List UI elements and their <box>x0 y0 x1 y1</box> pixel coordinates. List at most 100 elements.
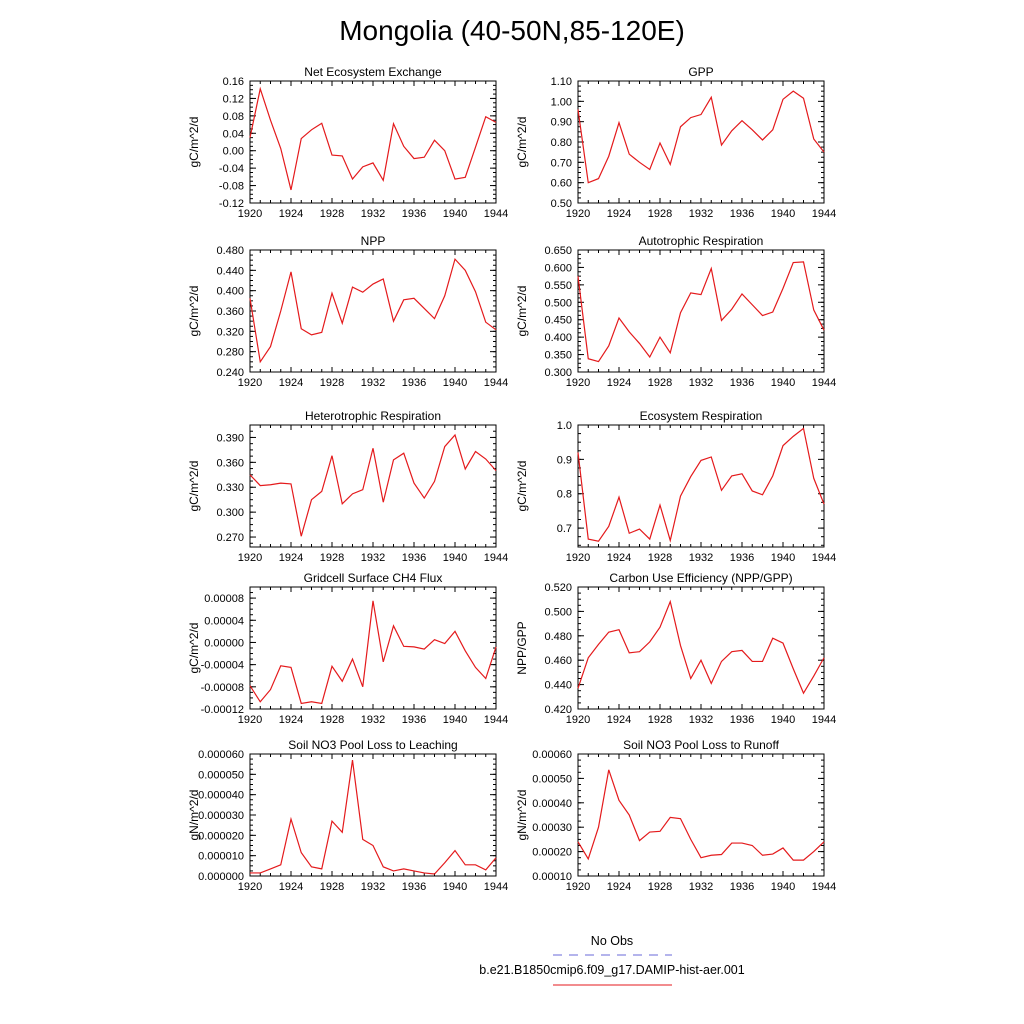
panel-title: Ecosystem Respiration <box>640 409 763 423</box>
x-tick-label: 1920 <box>566 714 590 726</box>
x-tick-label: 1932 <box>361 208 385 220</box>
y-tick-label: 0.000050 <box>198 769 244 781</box>
y-axis-label: gC/m^2/d <box>515 117 529 168</box>
x-tick-label: 1944 <box>812 552 836 564</box>
x-tick-label: 1920 <box>238 552 262 564</box>
y-tick-label: 0.00050 <box>532 773 572 785</box>
y-tick-label: -0.12 <box>219 198 244 210</box>
y-tick-label: 0.50 <box>551 198 572 210</box>
y-axis-label: gC/m^2/d <box>187 117 201 168</box>
y-tick-label: 0.60 <box>551 178 572 190</box>
panel-title: Autotrophic Respiration <box>639 234 764 248</box>
x-tick-label: 1944 <box>484 552 508 564</box>
y-tick-label: 0.80 <box>551 137 572 149</box>
x-tick-label: 1920 <box>238 881 262 893</box>
y-tick-label: 0.600 <box>544 262 572 274</box>
x-tick-label: 1932 <box>689 552 713 564</box>
plot-frame <box>249 249 497 373</box>
series-line <box>249 86 497 191</box>
x-tick-label: 1944 <box>812 208 836 220</box>
x-tick-label: 1940 <box>771 377 795 389</box>
y-tick-label: 0.9 <box>557 454 572 466</box>
panel-heterotrophic-respiration: Heterotrophic Respiration gC/m^2/d 1920 192… <box>187 409 508 564</box>
x-tick-label: 1920 <box>566 881 590 893</box>
series-line <box>577 769 825 861</box>
panel-title: GPP <box>688 65 713 79</box>
x-tick-label: 1940 <box>771 881 795 893</box>
y-tick-label: 0.450 <box>544 315 572 327</box>
y-tick-label: 0.8 <box>557 489 572 501</box>
y-tick-label: 1.0 <box>557 420 572 432</box>
x-tick-label: 1940 <box>443 714 467 726</box>
y-tick-label: 0.00060 <box>532 749 572 761</box>
x-tick-label: 1924 <box>607 552 631 564</box>
x-tick-label: 1940 <box>771 714 795 726</box>
x-tick-label: 1932 <box>689 714 713 726</box>
y-tick-label: 0.00000 <box>204 637 244 649</box>
x-tick-label: 1944 <box>484 377 508 389</box>
y-tick-label: 0.00020 <box>532 847 572 859</box>
x-tick-label: 1936 <box>730 552 754 564</box>
x-tick-label: 1940 <box>771 208 795 220</box>
y-tick-label: 0.300 <box>216 507 244 519</box>
y-tick-label: 0.12 <box>223 93 244 105</box>
series-line <box>577 427 825 543</box>
y-tick-label: -0.00004 <box>201 660 244 672</box>
legend-label-model: b.e21.B1850cmip6.f09_g17.DAMIP-hist-aer.… <box>479 963 744 977</box>
y-tick-label: 0.00 <box>223 146 244 158</box>
x-tick-label: 1928 <box>320 881 344 893</box>
x-tick-label: 1940 <box>771 552 795 564</box>
legend-label-obs: No Obs <box>591 934 633 948</box>
series-line <box>577 599 825 695</box>
y-tick-label: 1.00 <box>551 96 572 108</box>
x-tick-label: 1932 <box>361 714 385 726</box>
y-tick-label: 0.440 <box>216 265 244 277</box>
series-line <box>249 433 497 537</box>
x-tick-label: 1936 <box>730 377 754 389</box>
x-tick-label: 1928 <box>320 377 344 389</box>
x-tick-label: 1936 <box>730 881 754 893</box>
x-tick-label: 1944 <box>812 714 836 726</box>
series-line <box>249 257 497 364</box>
x-tick-label: 1936 <box>402 714 426 726</box>
y-tick-label: 0.00008 <box>204 593 244 605</box>
legend: No Obs b.e21.B1850cmip6.f09_g17.DAMIP-hi… <box>479 934 745 986</box>
y-tick-label: 0.300 <box>544 367 572 379</box>
x-tick-label: 1932 <box>689 377 713 389</box>
y-tick-label: 0.70 <box>551 157 572 169</box>
y-axis-label: gC/m^2/d <box>187 623 201 674</box>
panel-soil-no3-pool-loss-to-leaching: Soil NO3 Pool Loss to Leaching gN/m^2/d 19… <box>187 738 508 893</box>
y-tick-label: 0.320 <box>216 326 244 338</box>
y-tick-label: 0.00040 <box>532 798 572 810</box>
panel-title: Soil NO3 Pool Loss to Runoff <box>623 738 780 752</box>
y-tick-label: -0.00012 <box>201 704 244 716</box>
x-tick-label: 1924 <box>279 208 303 220</box>
panel-title: Soil NO3 Pool Loss to Leaching <box>288 738 457 752</box>
panel-title: Carbon Use Efficiency (NPP/GPP) <box>609 571 792 585</box>
plot-frame <box>577 80 825 204</box>
panel-gpp: GPP gC/m^2/d 1920 1924 1928 1932 1936 1940 1944 0… <box>515 65 836 220</box>
y-tick-label: 0.360 <box>216 457 244 469</box>
y-tick-label: 0.650 <box>544 245 572 257</box>
y-tick-label: 0.520 <box>544 582 572 594</box>
panel-grid: Net Ecosystem Exchange gC/m^2/d 1920 1924 19… <box>187 65 836 893</box>
x-tick-label: 1944 <box>812 881 836 893</box>
y-tick-label: 0.04 <box>223 128 244 140</box>
y-tick-label: 0.000030 <box>198 810 244 822</box>
x-tick-label: 1924 <box>279 377 303 389</box>
y-tick-label: -0.04 <box>219 163 244 175</box>
panel-autotrophic-respiration: Autotrophic Respiration gC/m^2/d 1920 1924 1… <box>515 234 836 389</box>
x-tick-label: 1928 <box>320 714 344 726</box>
x-tick-label: 1928 <box>320 552 344 564</box>
y-axis-label: gN/m^2/d <box>187 790 201 841</box>
figure-title: Mongolia (40-50N,85-120E) <box>339 15 685 46</box>
y-tick-label: 0.08 <box>223 111 244 123</box>
panel-title: Net Ecosystem Exchange <box>304 65 442 79</box>
plot-frame <box>249 424 497 548</box>
y-tick-label: 0.000000 <box>198 871 244 883</box>
panel-title: NPP <box>361 234 386 248</box>
x-tick-label: 1920 <box>238 208 262 220</box>
x-tick-label: 1928 <box>648 552 672 564</box>
y-tick-label: 0.00004 <box>204 615 244 627</box>
y-tick-label: 0.350 <box>544 350 572 362</box>
